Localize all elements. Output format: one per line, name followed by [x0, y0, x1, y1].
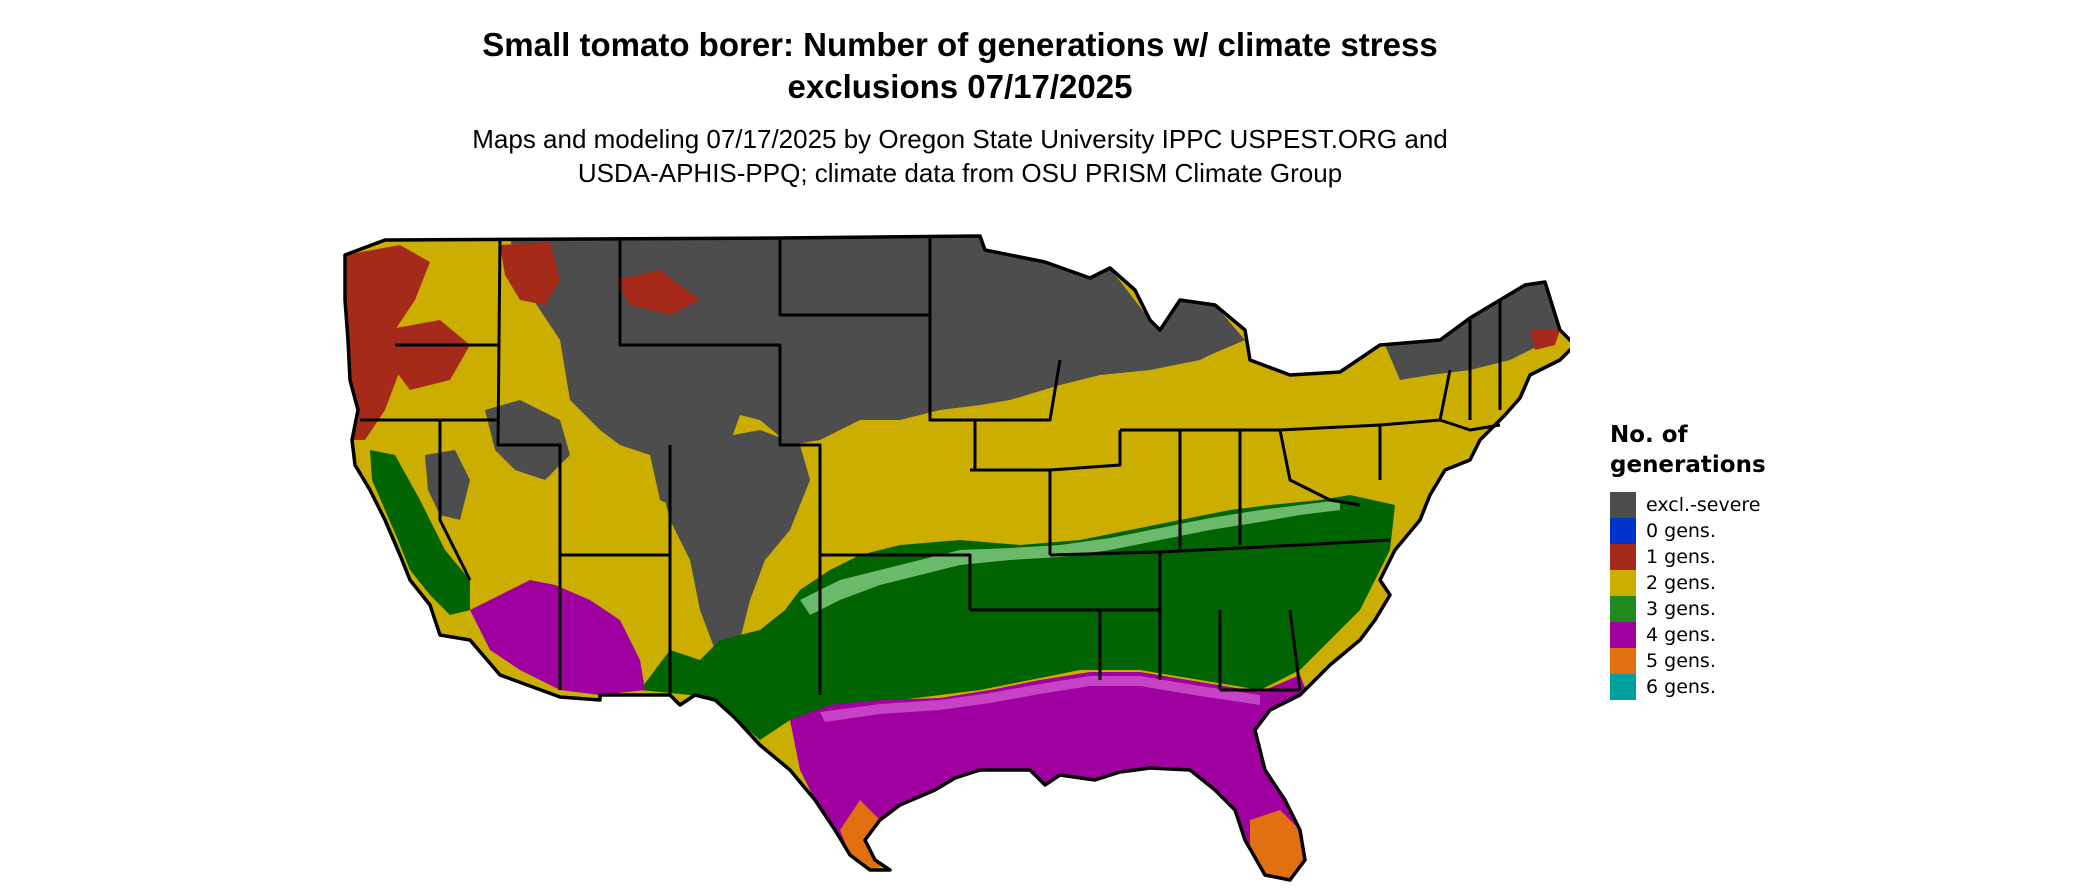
legend-title: No. of generations: [1610, 420, 1850, 480]
map-subtitle-line-2: USDA-APHIS-PPQ; climate data from OSU PR…: [577, 158, 1343, 188]
zone-excl-nevada: [425, 450, 470, 520]
zone-1-gen-maine: [1530, 330, 1560, 350]
zone-4-gens-southwest: [470, 580, 645, 695]
zone-excl-new-england: [1385, 282, 1560, 380]
state-borders: [360, 237, 1502, 695]
map-title-line-2: exclusions 07/17/2025: [787, 68, 1133, 105]
legend-item-excl-severe: excl.-severe: [1610, 492, 1850, 518]
map-legend: No. of generations excl.-severe 0 gens. …: [1610, 420, 1850, 700]
legend-item-1-gens: 1 gens.: [1610, 544, 1850, 570]
legend-swatch: [1610, 674, 1636, 700]
zone-excl-basin: [485, 400, 570, 480]
zone-3-gens-california: [370, 450, 470, 615]
legend-swatch: [1610, 570, 1636, 596]
legend-swatch: [1610, 622, 1636, 648]
legend-item-5-gens: 5 gens.: [1610, 648, 1850, 674]
zone-3-gens-fringe: [800, 500, 1340, 615]
legend-swatch: [1610, 596, 1636, 622]
legend-title-line-2: generations: [1610, 452, 1766, 478]
legend-label: 2 gens.: [1646, 572, 1716, 594]
map-title: Small tomato borer: Number of generation…: [0, 24, 1920, 108]
legend-swatch: [1610, 544, 1636, 570]
legend-label: 1 gens.: [1646, 546, 1716, 568]
legend-swatch: [1610, 648, 1636, 674]
zone-1-gen-montana: [615, 270, 700, 315]
map-subtitle-line-1: Maps and modeling 07/17/2025 by Oregon S…: [472, 124, 1448, 154]
zone-excl-north: [510, 236, 1240, 510]
legend-label: 0 gens.: [1646, 520, 1716, 542]
zone-1-gen-oregon: [385, 320, 470, 390]
legend-title-line-1: No. of: [1610, 422, 1688, 448]
legend-item-0-gens: 0 gens.: [1610, 518, 1850, 544]
zone-4-gens-gulf: [790, 672, 1310, 880]
legend-label: excl.-severe: [1646, 494, 1761, 516]
legend-item-6-gens: 6 gens.: [1610, 674, 1850, 700]
legend-label: 6 gens.: [1646, 676, 1716, 698]
zone-1-gen-northwest: [345, 245, 430, 440]
zone-excl-rockies: [660, 430, 810, 650]
zone-1-gen-idaho: [500, 242, 560, 305]
legend-swatch: [1610, 492, 1636, 518]
map-title-line-1: Small tomato borer: Number of generation…: [482, 26, 1438, 63]
us-generations-map: [343, 234, 1570, 882]
zone-5-gens-florida: [1250, 810, 1305, 880]
legend-item-3-gens: 3 gens.: [1610, 596, 1850, 622]
zone-4-gens-fringe: [820, 676, 1260, 722]
legend-label: 4 gens.: [1646, 624, 1716, 646]
legend-swatch: [1610, 518, 1636, 544]
legend-label: 3 gens.: [1646, 598, 1716, 620]
map-subtitle: Maps and modeling 07/17/2025 by Oregon S…: [0, 122, 1920, 190]
legend-label: 5 gens.: [1646, 650, 1716, 672]
zone-3-gens-south: [640, 495, 1395, 740]
legend-item-2-gens: 2 gens.: [1610, 570, 1850, 596]
legend-item-4-gens: 4 gens.: [1610, 622, 1850, 648]
zone-excl-great-lakes: [1160, 300, 1245, 355]
